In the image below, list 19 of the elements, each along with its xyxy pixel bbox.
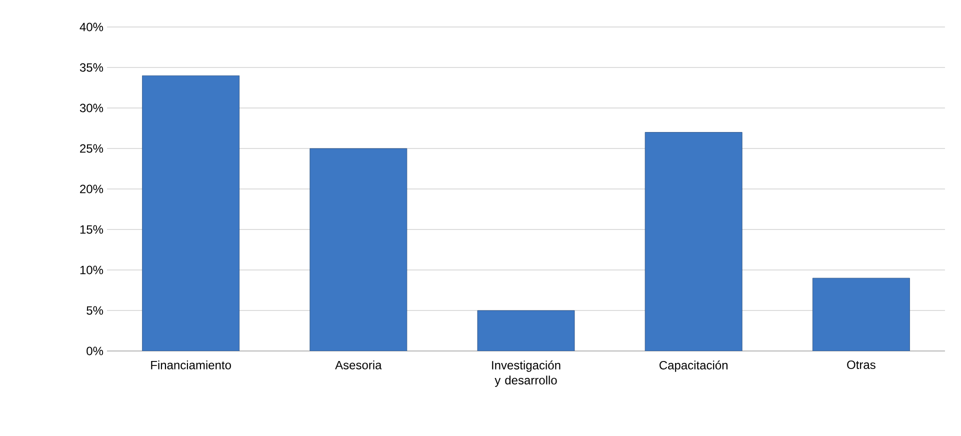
x-tick-label: Capacitación [660, 360, 728, 372]
bar [477, 310, 575, 351]
y-tick-label: 5% [86, 306, 104, 315]
y-tick-label: 10% [80, 266, 104, 274]
y-tick-label: 35% [80, 63, 104, 72]
y-tick-label: 15% [80, 225, 104, 234]
bar [644, 132, 742, 351]
y-tick-label: 20% [80, 184, 104, 194]
x-tick-label: Asesoria [335, 360, 382, 370]
x-tick-label: Financiamiento [151, 360, 231, 370]
y-tick-label: 40% [80, 22, 104, 32]
bar [310, 148, 408, 351]
y-tick-label: 30% [80, 104, 104, 112]
bar [142, 75, 240, 351]
y-tick-label: 25% [80, 144, 104, 153]
y-tick-label: 0% [86, 346, 104, 356]
x-tick-label: Otras [847, 360, 876, 370]
bar [812, 278, 910, 351]
x-tick-label: Investigación y desarrollo [492, 360, 560, 387]
